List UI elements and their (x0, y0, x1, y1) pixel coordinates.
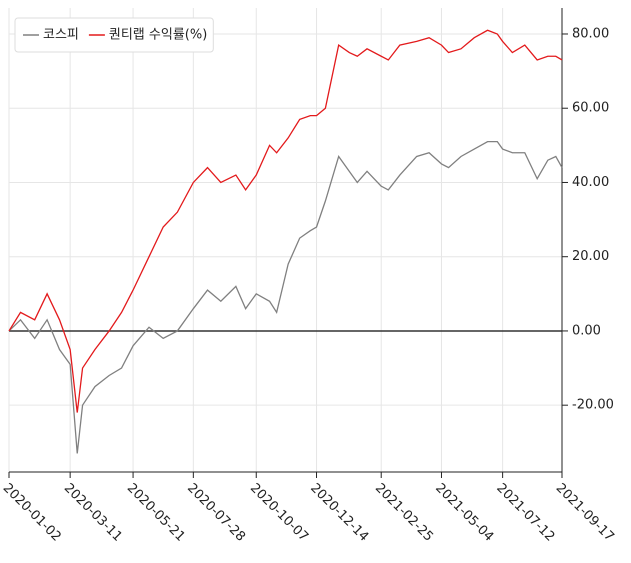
x-tick-label: 2020-05-21 (124, 481, 188, 545)
x-tick-label: 2021-02-25 (372, 481, 436, 545)
y-tick-label: 60.00 (572, 101, 609, 116)
x-tick-label: 2020-12-14 (307, 481, 371, 545)
legend: 코스피 퀀티랩 수익률(%) (14, 17, 214, 53)
series-line (8, 140, 563, 454)
y-tick-label: 40.00 (572, 175, 609, 190)
y-tick-label: 20.00 (572, 249, 609, 264)
series-line (8, 29, 563, 413)
legend-label: 코스피 (43, 28, 79, 43)
x-tick-label: 2021-05-04 (432, 481, 496, 545)
x-tick-label: 2021-07-12 (493, 481, 557, 545)
x-tick-label: 2020-01-02 (0, 481, 64, 545)
x-tick-label: 2021-09-17 (553, 481, 617, 545)
x-tick-label: 2020-07-28 (184, 481, 248, 545)
x-tick-label: 2020-10-07 (247, 481, 311, 545)
y-tick-label: 80.00 (572, 26, 609, 41)
x-tick-label: 2020-03-11 (61, 481, 125, 545)
y-tick-label: -20.00 (572, 398, 614, 413)
legend-box (14, 17, 214, 53)
y-tick-label: 0.00 (572, 323, 601, 338)
legend-label: 퀀티랩 수익률(%) (109, 28, 207, 43)
